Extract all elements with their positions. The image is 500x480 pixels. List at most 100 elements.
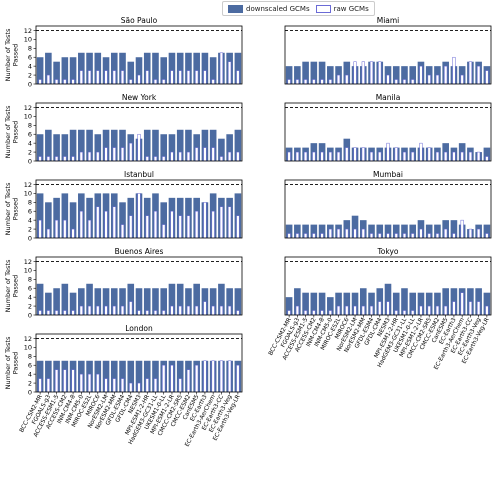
panel-8-bar-downscaled-6 — [327, 297, 334, 315]
panel-7-bar-downscaled-17 — [168, 283, 176, 315]
panel-6-bar-raw-23 — [468, 228, 472, 239]
panel-2-bar-downscaled-1 — [285, 66, 293, 84]
panel-1-bar-raw-16 — [162, 79, 166, 85]
panel-6-bar-downscaled-1 — [285, 224, 293, 238]
panel-8-bar-raw-22 — [460, 292, 464, 316]
panel-2-bar-raw-15 — [402, 79, 407, 85]
panel-7-bar-raw-19 — [186, 305, 191, 316]
panel-8-bar-downscaled-25 — [483, 292, 491, 315]
panel-8-bar-raw-16 — [411, 310, 415, 316]
panel-1-bar-raw-4 — [63, 79, 67, 85]
panel-2-bar-downscaled-6 — [327, 66, 334, 84]
panel-7-title: Buenos Aires — [115, 247, 164, 256]
panel-8-bar-raw-12 — [378, 301, 382, 316]
panel-2-bar-raw-23 — [468, 61, 472, 85]
panel-3-bar-raw-13 — [137, 133, 141, 162]
panel-3-ytick-label-8: 8 — [28, 122, 32, 130]
panel-4-bar-raw-9 — [353, 147, 357, 162]
panel-7-bar-raw-11 — [120, 305, 125, 316]
panel-2-bar-raw-6 — [328, 79, 332, 85]
panel-1-bar-raw-6 — [79, 70, 83, 85]
panel-5-bar-downscaled-16 — [160, 202, 168, 238]
panel-4-bar-raw-15 — [402, 151, 407, 162]
panel-8-bar-raw-5 — [320, 310, 324, 316]
panel-7-ytick-label-10: 10 — [24, 267, 32, 275]
panel-5-bar-raw-13 — [137, 193, 141, 239]
panel-1-bar-raw-2 — [46, 74, 50, 85]
panel-3-bar-raw-24 — [228, 151, 232, 162]
panel-4-bar-raw-6 — [328, 151, 332, 162]
panel-8-bar-downscaled-9 — [351, 292, 359, 315]
panel-5-bar-downscaled-5 — [69, 202, 77, 238]
panel-2-title: Miami — [377, 16, 400, 25]
panel-3-bar-downscaled-15 — [152, 129, 159, 161]
panel-6-bar-raw-19 — [435, 233, 440, 239]
panel-6-bar-downscaled-19 — [434, 224, 441, 238]
panel-5-bar-raw-8 — [96, 206, 100, 239]
panel-9-bar-downscaled-9 — [102, 360, 110, 392]
panel-6-bar-downscaled-2 — [294, 224, 301, 238]
panel-7-bar-raw-9 — [104, 305, 108, 316]
panel-1-bar-raw-10 — [112, 70, 116, 85]
panel-1-bar-raw-13 — [137, 74, 141, 85]
panel-7-bar-raw-8 — [96, 305, 100, 316]
panel-3-bar-raw-6 — [79, 151, 83, 162]
panel-6-bar-downscaled-9 — [351, 215, 359, 238]
panel-7-bar-raw-15 — [153, 310, 158, 316]
panel-6-bar-raw-20 — [444, 228, 448, 239]
panel-8-bar-raw-7 — [336, 305, 341, 316]
panel-1-bar-downscaled-19 — [185, 52, 192, 84]
panel-4-bar-raw-13 — [386, 142, 390, 162]
panel-1-bar-raw-8 — [96, 70, 100, 85]
panel-1-bar-downscaled-1 — [36, 57, 44, 84]
panel-1-bar-downscaled-3 — [53, 61, 60, 84]
panel-3-bar-raw-8 — [96, 151, 100, 162]
panel-9-ytick-label-12: 12 — [24, 335, 32, 343]
panel-5-frame — [35, 179, 243, 239]
panel-2-bar-raw-13 — [386, 74, 390, 85]
panel-9-bar-raw-2 — [46, 378, 50, 393]
panel-7-bar-downscaled-24 — [226, 288, 233, 315]
panel-5-bar-raw-18 — [178, 215, 182, 239]
panel-3-ytick-label-2: 2 — [28, 148, 32, 156]
panel-1-bar-raw-18 — [178, 70, 182, 85]
panel-3-bar-downscaled-11 — [119, 129, 126, 161]
panel-1-bar-downscaled-21 — [201, 52, 209, 84]
panel-1-bar-downscaled-8 — [94, 52, 102, 84]
panel-7-bar-downscaled-22 — [209, 288, 217, 315]
panel-7-bar-raw-5 — [71, 310, 75, 316]
panel-5-bar-raw-24 — [228, 206, 232, 239]
panel-7-bar-raw-24 — [228, 305, 232, 316]
legend-label-raw: raw GCMs — [333, 4, 369, 13]
panel-2-bar-raw-25 — [485, 70, 489, 85]
panel-2-bar-raw-2 — [295, 79, 299, 85]
panel-3-frame — [35, 102, 243, 162]
panel-9-bar-raw-8 — [96, 373, 100, 393]
panel-1-bar-raw-3 — [55, 79, 59, 85]
panel-5-ytick-label-0: 0 — [28, 234, 32, 242]
panel-9-bar-raw-21 — [203, 360, 207, 393]
panel-3-bar-downscaled-19 — [185, 129, 192, 161]
panel-1-bar-raw-17 — [170, 70, 174, 85]
panel-7-bar-raw-12 — [129, 301, 133, 316]
panel-8-bar-downscaled-18 — [425, 292, 433, 315]
panel-1-bar-downscaled-11 — [119, 52, 126, 84]
panel-8-bar-downscaled-11 — [368, 292, 375, 315]
panel-6-bar-raw-15 — [402, 233, 407, 239]
panel-6-bar-raw-25 — [485, 233, 489, 239]
panel-5-ylabel: Number of TestsPassed — [4, 182, 19, 235]
panel-1-bar-downscaled-25 — [234, 52, 242, 84]
panel-3-bar-downscaled-6 — [78, 129, 85, 161]
legend-item-raw: raw GCMs — [315, 4, 369, 13]
panel-7-bar-downscaled-9 — [102, 288, 110, 315]
panel-3-bar-downscaled-21 — [201, 129, 209, 161]
panel-8-bar-raw-13 — [386, 301, 390, 316]
panel-1-ytick-label-6: 6 — [28, 54, 32, 62]
panel-2-bar-raw-5 — [320, 79, 324, 85]
panel-7-bar-downscaled-4 — [61, 283, 69, 315]
panel-4-bar-raw-10 — [361, 147, 365, 162]
panel-3-title: New York — [122, 93, 157, 102]
panel-4-bar-raw-14 — [394, 147, 398, 162]
panel-5-bar-raw-2 — [46, 228, 50, 239]
